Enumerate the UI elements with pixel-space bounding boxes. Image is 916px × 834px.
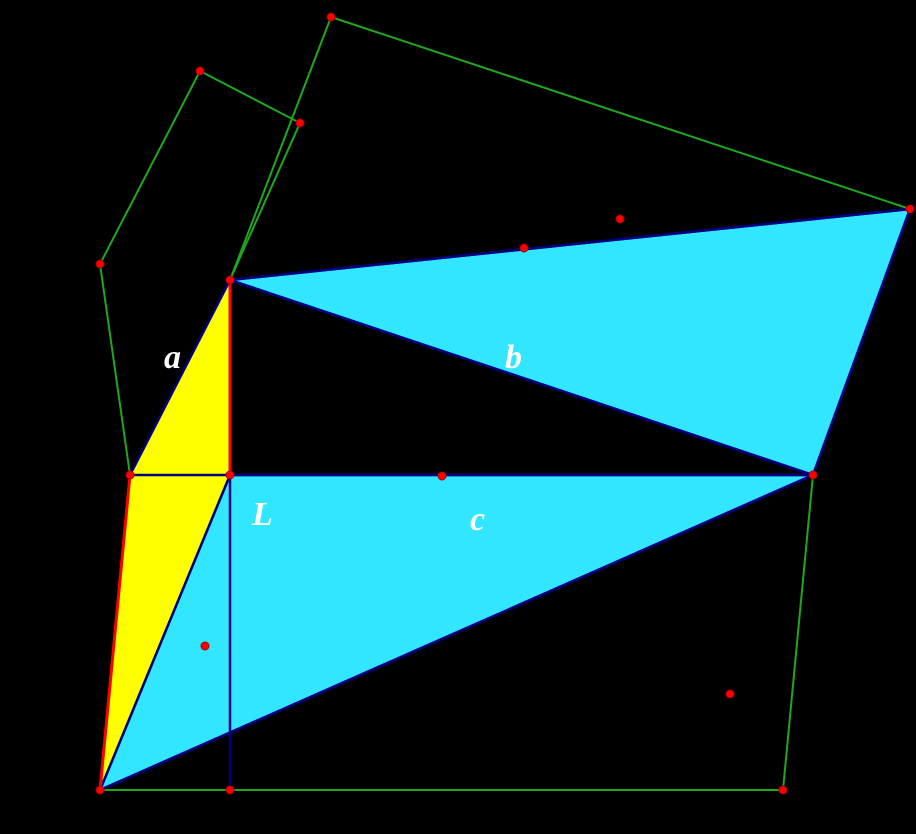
green-edge-1 [100,71,200,264]
point-mid_top [438,472,446,480]
point-Sq_b_tl [327,13,335,21]
point-Sq_a_br [296,119,304,127]
point-Sq_c_br [779,786,787,794]
triangle-cyan-top [230,209,910,475]
point-Sq_b_tr [906,205,914,213]
point-Sq_c_bl [96,786,104,794]
point-C [809,471,817,479]
label-c: c [470,501,485,538]
point-H_top [226,786,234,794]
point-mid_sq_a [201,642,209,650]
point-B [226,276,234,284]
point-mid_b_sq1 [616,215,624,223]
green-edge-0 [100,264,130,475]
point-A [126,471,134,479]
point-L [226,471,234,479]
green-edge-2 [200,71,300,123]
label-b: b [505,339,522,376]
diagram-canvas: a b c L [0,0,916,834]
point-Sq_a_tl [96,260,104,268]
label-L: L [251,496,273,533]
green-edge-4 [230,17,331,280]
point-mid_sq_b [726,690,734,698]
point-mid_BC [520,244,528,252]
green-edge-3 [230,123,300,280]
label-a: a [164,339,181,376]
point-Sq_a_tr [196,67,204,75]
green-edge-9 [783,475,813,790]
green-edge-5 [331,17,910,209]
